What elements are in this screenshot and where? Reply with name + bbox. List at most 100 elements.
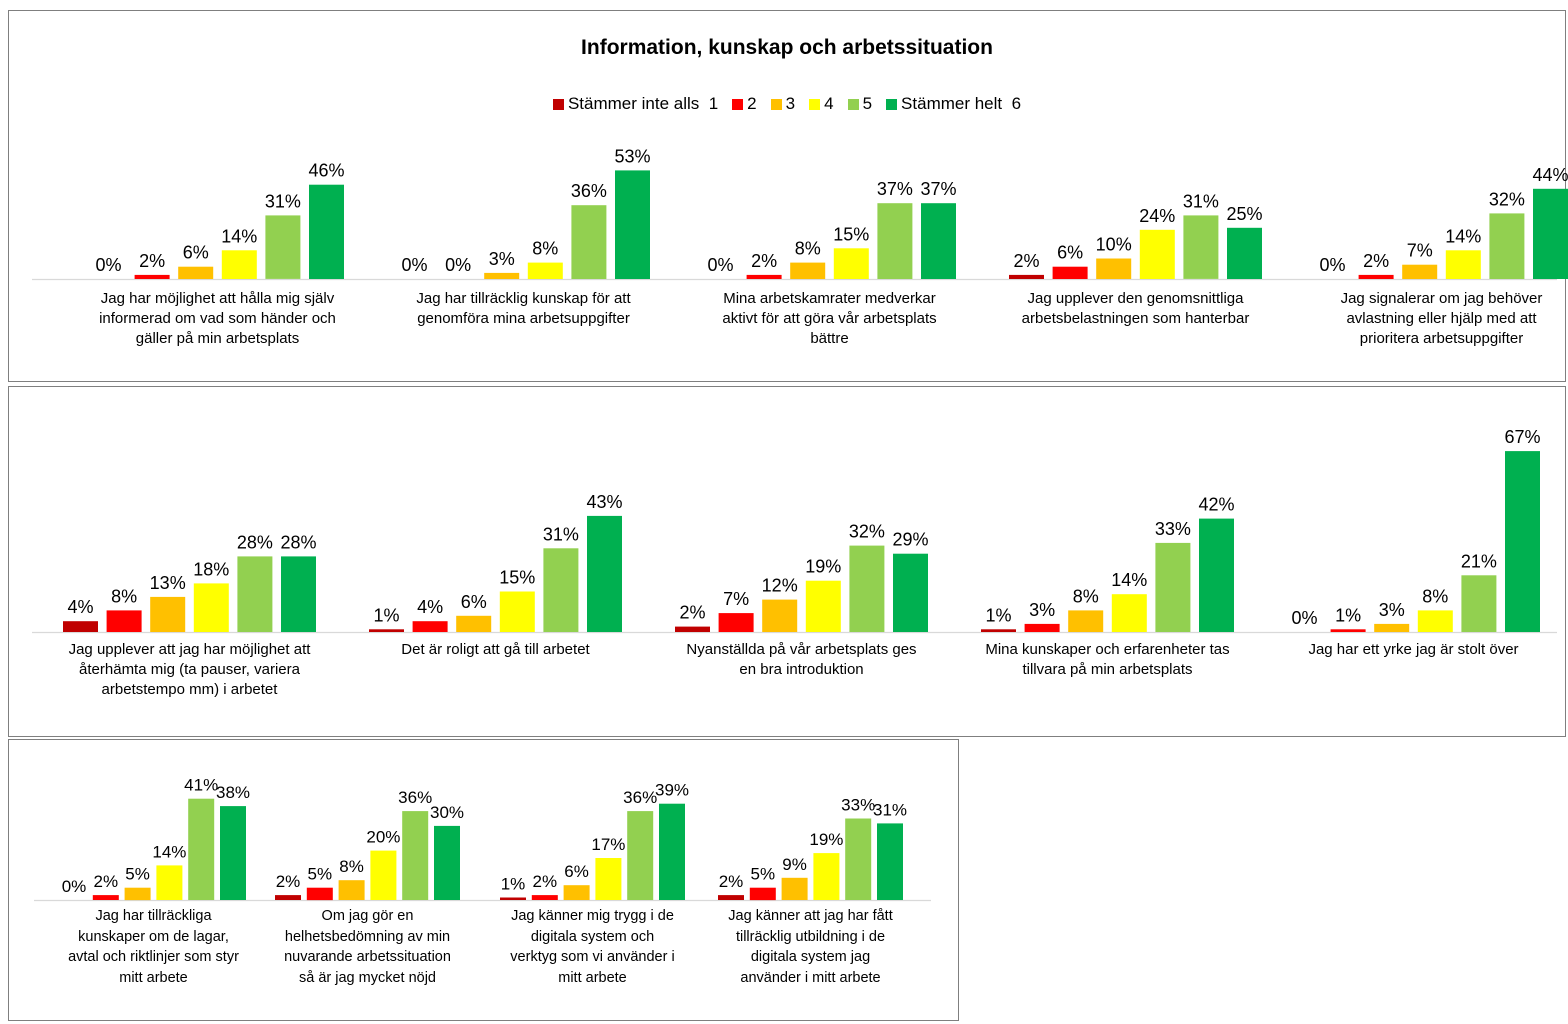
data-label: 41% <box>184 776 218 795</box>
category-label-line: återhämta mig (ta pauser, variera <box>79 661 300 678</box>
bar <box>1052 266 1088 279</box>
category-label: Mina arbetskamrater medverkar aktivt för … <box>680 289 980 349</box>
category-label-line: avtal och riktlinjer som styr <box>68 949 239 965</box>
data-label: 31% <box>1183 191 1219 211</box>
data-label: 8% <box>111 586 137 606</box>
data-label: 0% <box>401 255 427 275</box>
bar <box>484 272 520 279</box>
bar <box>1155 542 1191 632</box>
data-label: 21% <box>1461 551 1497 571</box>
data-label: 33% <box>841 796 875 815</box>
data-label: 42% <box>1198 495 1234 515</box>
legend-item: 3 <box>770 94 795 114</box>
bar <box>762 599 798 632</box>
category-label: Mina kunskaper och erfarenheter tas tillv… <box>955 640 1261 680</box>
category-label-line: mitt arbete <box>119 969 188 986</box>
data-label: 2% <box>1013 251 1039 271</box>
bar <box>1461 575 1497 632</box>
bar <box>813 853 840 900</box>
bar <box>188 798 215 900</box>
data-label: 6% <box>1057 243 1083 263</box>
data-label: 44% <box>1532 165 1568 185</box>
category-label-line: Jag signalerar om jag behöver <box>1340 290 1543 307</box>
category-label-line: Om jag gör en <box>321 908 414 924</box>
category-label-line: så är jag mycket nöjd <box>298 969 436 986</box>
data-label: 2% <box>719 872 744 891</box>
category-label-line: Jag upplever den genomsnittliga <box>1027 290 1244 307</box>
data-label: 2% <box>679 603 705 623</box>
category-label-line: använder i mitt arbete <box>740 969 881 986</box>
category-label: Jag känner mig trygg i de digitala system… <box>480 906 706 988</box>
data-label: 37% <box>920 179 956 199</box>
bar <box>587 515 622 632</box>
data-label: 0% <box>1291 608 1317 628</box>
bar <box>893 553 928 632</box>
bar <box>718 895 744 900</box>
category-label-line: en bra introduktion <box>739 661 864 678</box>
category-label: Det är roligt att gå till arbetet <box>343 640 649 660</box>
data-label: 0% <box>1319 255 1345 275</box>
data-label: 46% <box>308 161 344 181</box>
bar <box>309 184 344 279</box>
data-label: 14% <box>1111 570 1147 590</box>
category-label-line: genomföra mina arbetsuppgifter <box>417 310 630 327</box>
bar <box>369 629 404 632</box>
legend-swatch <box>886 98 898 110</box>
category-label: Jag har ett yrke jag är stolt över <box>1261 640 1567 660</box>
bar <box>845 818 872 900</box>
bar <box>156 865 183 900</box>
data-label: 31% <box>543 524 579 544</box>
bar <box>1111 594 1147 632</box>
data-label: 14% <box>152 842 186 861</box>
bar <box>1505 451 1540 632</box>
bar <box>402 811 429 900</box>
bar <box>1417 610 1453 632</box>
data-label: 5% <box>125 865 150 884</box>
bar <box>124 887 151 901</box>
category-label: Jag har tillräckliga kunskaper om de laga… <box>41 906 267 988</box>
category-label-line: tillräcklig utbildning i de <box>735 928 886 945</box>
data-label: 33% <box>1155 519 1191 539</box>
bar <box>1199 518 1234 632</box>
data-label: 31% <box>873 800 907 819</box>
bar <box>749 887 776 901</box>
data-label: 5% <box>308 865 333 884</box>
data-label: 17% <box>591 835 625 854</box>
data-label: 3% <box>1029 600 1055 620</box>
chart-panel-2: 4% 8% 13% 18% 28% 28% 1% 4% 6% 15% 31% 43% 2% 7% 12% 19… <box>8 386 1566 737</box>
data-label: 12% <box>762 576 798 596</box>
category-label-line: prioritera arbetsuppgifter <box>1359 330 1524 347</box>
data-label: 6% <box>564 862 589 881</box>
data-label: 5% <box>751 865 776 884</box>
bar <box>92 895 119 900</box>
bar <box>193 583 229 632</box>
category-label-line: Jag har ett yrke jag är stolt över <box>1308 641 1519 658</box>
bar <box>1445 250 1481 279</box>
bar <box>595 858 622 900</box>
bar <box>1489 213 1525 279</box>
category-label-line: Jag känner att jag har fått <box>728 908 893 924</box>
data-label: 19% <box>809 830 843 849</box>
data-label: 9% <box>782 855 807 874</box>
legend-label: 2 <box>747 94 757 113</box>
data-label: 7% <box>723 589 749 609</box>
bar <box>150 596 186 632</box>
bar <box>220 806 246 900</box>
category-label-line: mitt arbete <box>558 969 627 986</box>
bar <box>106 610 142 632</box>
data-label: 14% <box>1445 226 1481 246</box>
legend-label: Stämmer inte alls 1 <box>567 94 719 113</box>
bar <box>781 877 808 900</box>
data-label: 38% <box>216 783 250 802</box>
data-label: 8% <box>339 857 364 876</box>
bar <box>746 274 782 279</box>
data-label: 3% <box>1379 600 1405 620</box>
data-label: 13% <box>150 573 186 593</box>
category-label-line: Jag upplever att jag har möjlighet att <box>68 641 311 658</box>
bar <box>338 880 365 900</box>
category-label: Jag har möjlighet att hålla mig själv inf… <box>68 289 368 349</box>
bar <box>1139 229 1175 279</box>
category-label-line: Jag känner mig trygg i de <box>511 908 674 924</box>
category-label-line: Mina arbetskamrater medverkar <box>723 290 936 307</box>
data-label: 25% <box>1226 204 1262 224</box>
